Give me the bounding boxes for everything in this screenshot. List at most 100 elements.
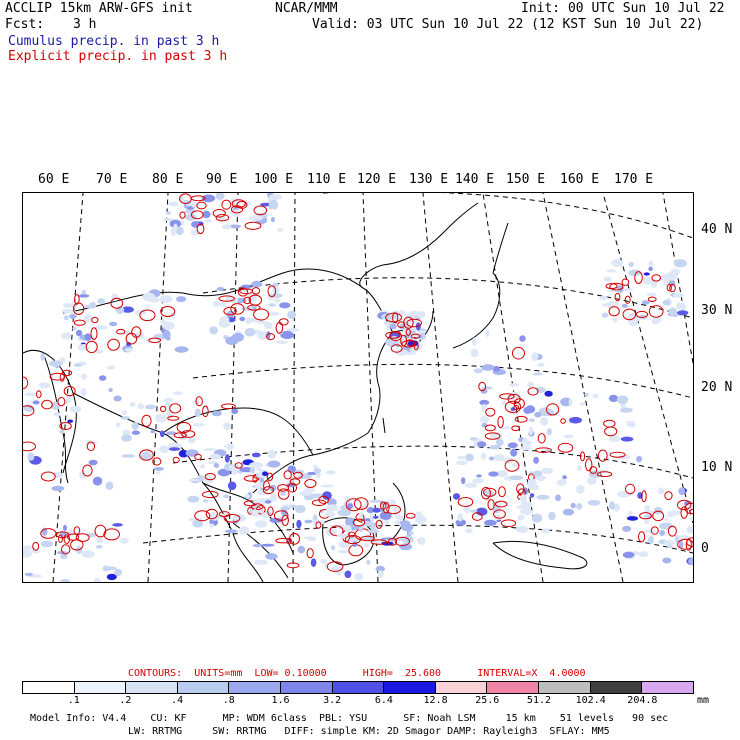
graticule-line xyxy=(662,193,693,364)
cumulus-cell xyxy=(382,313,397,320)
explicit-contour xyxy=(650,526,659,535)
cumulus-cell xyxy=(248,215,263,221)
cumulus-cell xyxy=(641,300,650,305)
color-scale-swatch xyxy=(332,682,385,693)
explicit-contour xyxy=(40,471,56,482)
explicit-contour xyxy=(277,484,289,492)
cumulus-cell xyxy=(280,506,291,511)
cumulus-cell xyxy=(23,453,25,457)
cumulus-cell xyxy=(185,449,199,457)
explicit-contour xyxy=(141,414,152,427)
lon-label: 150 E xyxy=(506,172,546,187)
explicit-contour xyxy=(624,295,631,304)
explicit-contour xyxy=(90,327,98,341)
color-scale-tick: 1.6 xyxy=(271,695,290,706)
cumulus-cell xyxy=(107,365,115,370)
cumulus-cell xyxy=(510,448,518,457)
cumulus-cell xyxy=(414,515,427,524)
explicit-contour xyxy=(635,310,649,318)
cumulus-cell xyxy=(190,229,201,236)
cumulus-cell xyxy=(363,543,370,548)
cumulus-cell xyxy=(224,454,230,463)
cumulus-cell xyxy=(617,454,631,460)
cumulus-cell xyxy=(187,495,200,503)
explicit-contour xyxy=(116,328,126,335)
cumulus-cell xyxy=(211,410,222,417)
cumulus-cell xyxy=(153,467,164,471)
cumulus-cell xyxy=(32,400,40,405)
sumatra xyxy=(232,522,289,579)
explicit-contour xyxy=(557,442,574,453)
cumulus-cell xyxy=(140,452,152,461)
cumulus-cell xyxy=(358,524,364,533)
explicit-contour xyxy=(218,295,235,302)
cumulus-cell xyxy=(609,501,616,510)
explicit-contour xyxy=(160,306,176,317)
cumulus-cell xyxy=(280,330,294,340)
explicit-contour xyxy=(484,432,501,440)
cumulus-cell xyxy=(126,341,132,347)
cumulus-cell xyxy=(67,419,74,423)
cumulus-cell xyxy=(611,259,624,267)
cumulus-cell xyxy=(366,507,375,514)
cumulus-cell xyxy=(476,474,482,478)
cumulus-cell xyxy=(156,471,161,475)
explicit-contour xyxy=(685,538,692,551)
explicit-contour xyxy=(73,319,86,326)
cumulus-cell xyxy=(337,524,347,531)
cumulus-cell xyxy=(528,426,533,436)
cumulus-cell xyxy=(556,479,567,486)
cumulus-cell xyxy=(56,551,68,555)
color-scale-swatch xyxy=(23,682,75,693)
explicit-contour xyxy=(176,421,192,434)
lat-label: 20 N xyxy=(701,380,733,395)
explicit-contour xyxy=(511,425,520,432)
explicit-contour xyxy=(478,381,487,392)
explicit-contour xyxy=(609,451,626,458)
explicit-contour xyxy=(516,483,525,495)
cumulus-cell xyxy=(470,509,478,513)
cumulus-cell xyxy=(69,405,82,413)
explicit-contour xyxy=(664,491,673,501)
cumulus-cell xyxy=(689,516,693,522)
explicit-contour xyxy=(639,512,652,520)
explicit-contour xyxy=(286,562,300,569)
cumulus-cell xyxy=(621,303,628,308)
cumulus-cell xyxy=(626,516,639,521)
cumulus-cell xyxy=(279,491,287,497)
cumulus-cell xyxy=(523,406,532,414)
cumulus-cell xyxy=(243,494,251,499)
explicit-contour xyxy=(23,441,36,452)
explicit-contour xyxy=(204,473,216,481)
explicit-contour xyxy=(304,479,317,488)
explicit-contour xyxy=(74,294,80,305)
explicit-contour xyxy=(107,338,120,351)
explicit-contour xyxy=(621,278,630,286)
cumulus-cell xyxy=(601,312,609,318)
cumulus-cell xyxy=(184,209,197,214)
cumulus-cell xyxy=(471,337,477,346)
cumulus-cell xyxy=(492,365,501,372)
cumulus-cell xyxy=(296,519,302,529)
explicit-contour xyxy=(55,531,70,539)
color-scale-swatch xyxy=(435,682,488,693)
cumulus-cell xyxy=(653,506,663,515)
cumulus-cell xyxy=(387,499,397,506)
color-scale-tick: 3.2 xyxy=(323,695,342,706)
cumulus-cell xyxy=(40,540,54,548)
cumulus-cell xyxy=(366,560,371,565)
cumulus-cell xyxy=(667,510,682,516)
explicit-contour xyxy=(622,308,637,321)
cumulus-cell xyxy=(277,228,284,232)
cumulus-cell xyxy=(541,528,550,534)
cumulus-cell xyxy=(176,296,187,303)
cumulus-cell xyxy=(263,321,273,330)
cumulus-cell xyxy=(77,344,90,351)
cumulus-cell xyxy=(657,487,665,495)
cumulus-cell xyxy=(131,422,139,430)
explicit-contour xyxy=(689,508,693,515)
cumulus-cell xyxy=(659,530,665,536)
cumulus-cell xyxy=(638,551,649,558)
cumulus-cell xyxy=(162,217,174,222)
cumulus-cell xyxy=(647,279,660,283)
